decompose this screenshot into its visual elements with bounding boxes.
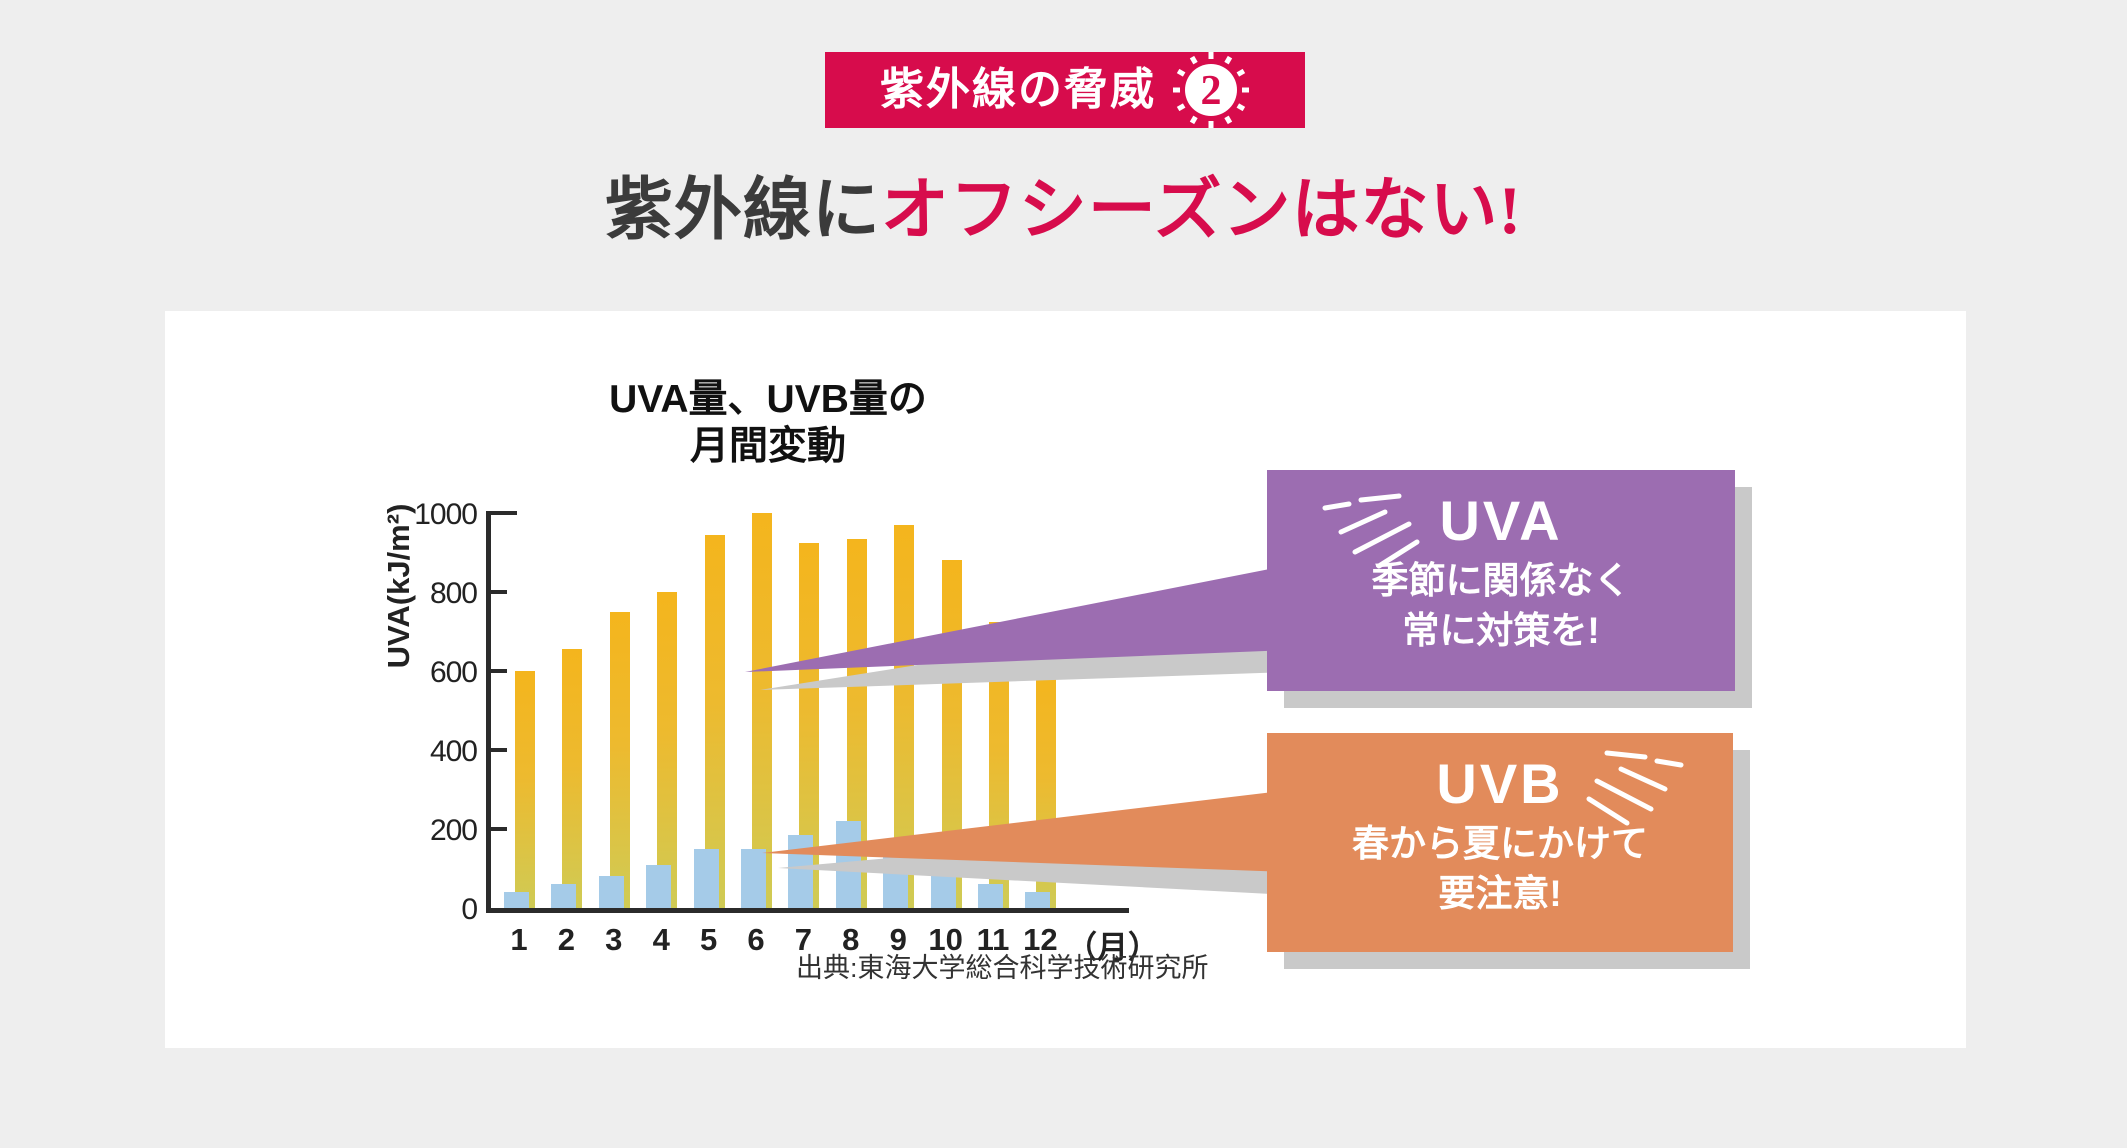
y-axis <box>486 511 491 913</box>
headline-prefix: 紫外線に <box>604 172 881 248</box>
chart-title-line2: 月間変動 <box>689 425 846 468</box>
bar-uvb-month-1 <box>504 892 529 908</box>
bar-uvb-month-6 <box>741 848 766 908</box>
bar-uva-month-4 <box>657 592 678 908</box>
uva-line2: 常に対策を! <box>1402 610 1600 651</box>
badge-label: 紫外線の脅威 <box>880 65 1156 114</box>
bar-uva-month-2 <box>562 649 583 908</box>
bar-uva-month-1 <box>515 671 535 908</box>
bar-uva-month-7 <box>799 542 820 908</box>
source-note: 出典:東海大学総合科学技術研究所 <box>796 953 1209 983</box>
x-tick-label: 4 <box>652 922 670 957</box>
x-tick-label: 10 <box>928 922 963 957</box>
uvb-callout: UVB 春から夏にかけて 要注意! <box>1267 733 1733 952</box>
y-tick-label: 400 <box>429 735 478 768</box>
chart-title-line1: UVA量、UVB量の <box>609 378 927 421</box>
sun-ray <box>1176 103 1186 112</box>
rays-icon <box>1586 750 1684 826</box>
sun-ray <box>1176 68 1186 77</box>
y-tick-mark <box>491 590 507 594</box>
uvb-line1: 春から夏にかけて <box>1352 823 1648 864</box>
y-tick-label: 1000 <box>414 498 478 531</box>
y-tick-label: 200 <box>429 814 478 847</box>
bar-uva-month-5 <box>704 534 725 908</box>
x-tick-label: 3 <box>605 922 623 957</box>
y-tick-mark <box>491 511 517 515</box>
bar-uvb-month-3 <box>598 876 624 908</box>
uva-heading: UVA <box>1439 489 1563 552</box>
uvb-line2: 要注意! <box>1438 873 1562 914</box>
bar-uva-month-8 <box>846 538 867 908</box>
bar-uva-month-3 <box>609 611 630 908</box>
x-tick-label: 6 <box>747 922 765 957</box>
bar-uvb-month-12 <box>1025 892 1051 908</box>
sun-ray <box>1189 115 1198 125</box>
x-unit-label: （月） <box>1066 930 1159 965</box>
uvb-wedge <box>762 790 1290 872</box>
sun-ray <box>1189 55 1198 65</box>
y-tick-label: 600 <box>429 656 478 689</box>
sun-ray <box>1224 115 1233 125</box>
uva-callout: UVA 季節に関係なく 常に対策を! <box>1267 470 1735 691</box>
headline: 紫外線にオフシーズンはない! <box>0 172 2127 248</box>
bar-uvb-month-4 <box>646 864 672 908</box>
x-tick-label: 12 <box>1023 922 1058 957</box>
sun-icon: 2 <box>1173 52 1249 128</box>
uva-wedge <box>745 565 1290 672</box>
x-tick-label: 7 <box>794 922 813 957</box>
bar-uvb-month-2 <box>551 884 577 908</box>
sun-ray <box>1236 68 1246 77</box>
headline-emphasis: オフシーズンはない! <box>880 172 1523 248</box>
sun-ray <box>1224 55 1233 65</box>
y-tick-mark <box>491 827 507 831</box>
x-tick-label: 2 <box>557 922 576 957</box>
y-tick-mark <box>491 669 507 673</box>
y-tick-label: 800 <box>429 577 478 610</box>
sun-ray <box>1236 103 1246 112</box>
uvb-heading: UVB <box>1436 752 1564 815</box>
badge-number: 2 <box>1201 68 1222 114</box>
x-tick-label: 8 <box>842 922 860 957</box>
rays-icon <box>1322 493 1420 569</box>
x-tick-label: 9 <box>889 922 907 957</box>
y-tick-mark <box>491 748 507 752</box>
chart-title: UVA量、UVB量の 月間変動 <box>568 376 968 470</box>
threat-badge: 紫外線の脅威 2 <box>825 52 1305 128</box>
bar-uva-month-6 <box>752 513 772 908</box>
bar-uvb-month-11 <box>978 884 1003 908</box>
bar-uvb-month-7 <box>788 834 814 908</box>
x-tick-label: 11 <box>976 922 1010 957</box>
bar-uva-month-9 <box>894 524 915 908</box>
bar-uvb-month-5 <box>693 848 719 908</box>
x-tick-label: 5 <box>699 922 718 957</box>
bar-uvb-month-10 <box>930 876 956 908</box>
x-axis <box>486 908 1129 913</box>
y-tick-label: 0 <box>461 893 478 926</box>
uva-line1: 季節に関係なく <box>1371 560 1631 601</box>
x-tick-label: 1 <box>510 922 528 957</box>
